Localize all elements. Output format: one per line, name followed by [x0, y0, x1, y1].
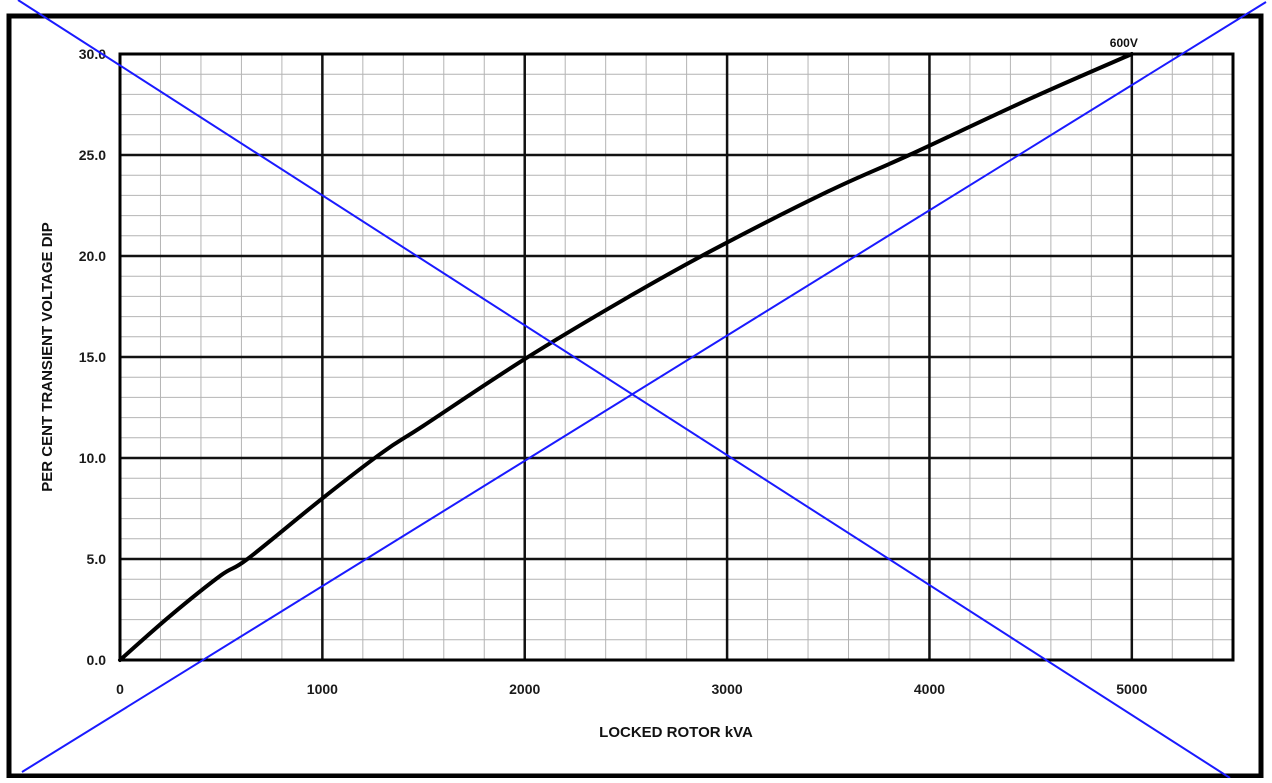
series-line-600V — [118, 52, 1134, 662]
y-tick-label: 0.0 — [87, 652, 107, 668]
y-tick-label: 15.0 — [79, 349, 106, 365]
series-layer: 600V — [118, 36, 1138, 662]
x-tick-label: 2000 — [509, 681, 540, 697]
plot-area-border — [118, 52, 1235, 662]
x-tick-label: 0 — [116, 681, 124, 697]
x-tick-label: 5000 — [1116, 681, 1147, 697]
y-tick-label: 10.0 — [79, 450, 106, 466]
y-tick-labels: 0.0 5.0 10.0 15.0 20.0 25.0 30.0 — [79, 46, 106, 668]
series-label: 600V — [1110, 36, 1138, 50]
x-tick-label: 4000 — [914, 681, 945, 697]
y-tick-label: 25.0 — [79, 147, 106, 163]
x-tick-label: 3000 — [712, 681, 743, 697]
overlay-cross-line — [21, 1, 1267, 773]
y-tick-label: 5.0 — [87, 551, 107, 567]
overlay-cross-line — [17, 0, 1231, 779]
x-tick-labels: 0 1000 2000 3000 4000 5000 — [116, 681, 1147, 697]
x-axis-title: LOCKED ROTOR kVA — [599, 724, 753, 741]
y-tick-label: 30.0 — [79, 46, 106, 62]
x-tick-label: 1000 — [307, 681, 338, 697]
y-tick-label: 20.0 — [79, 248, 106, 264]
y-axis-title: PER CENT TRANSIENT VOLTAGE DIP — [39, 222, 56, 491]
cross-out-overlay — [17, 0, 1267, 779]
